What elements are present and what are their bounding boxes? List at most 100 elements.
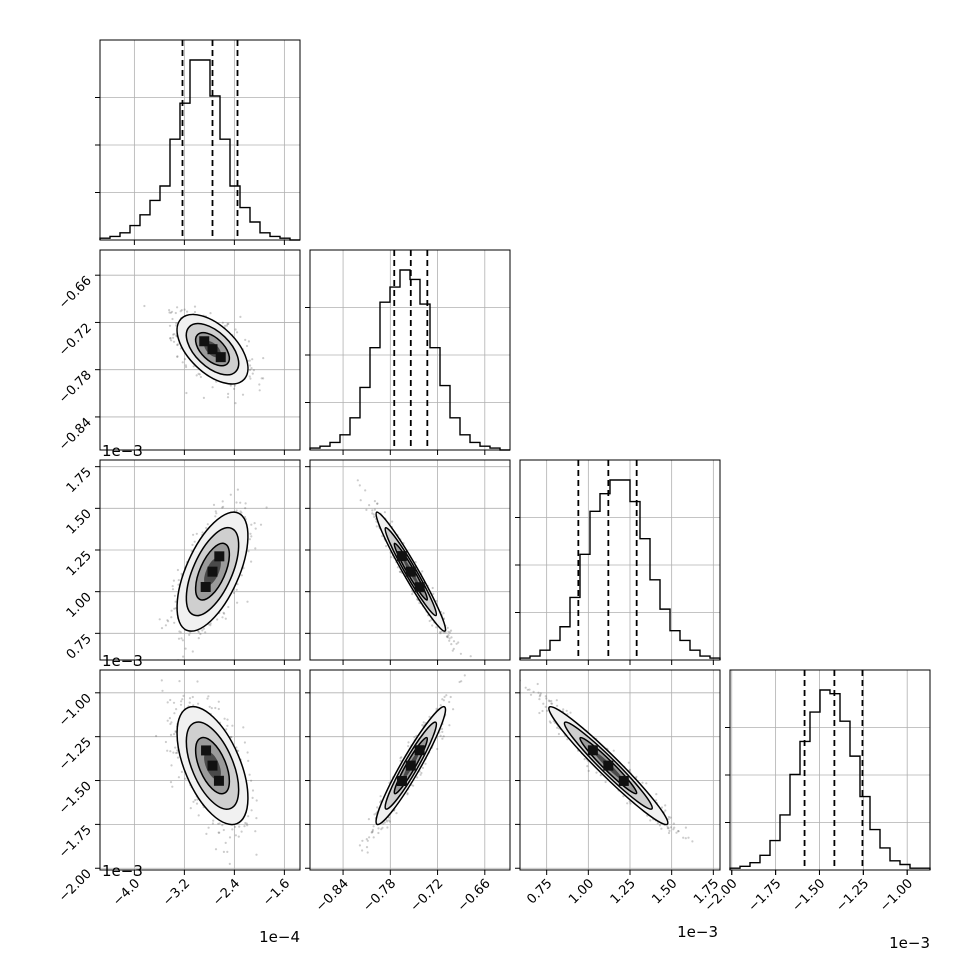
sample-point	[225, 324, 228, 327]
sample-point	[376, 806, 379, 809]
sample-point	[361, 839, 364, 842]
density-cell	[215, 352, 226, 363]
axes-frame	[99, 459, 301, 661]
sample-point	[242, 726, 245, 729]
sample-point	[255, 853, 258, 856]
sample-point	[176, 343, 179, 347]
sample-point	[199, 632, 202, 636]
sample-point	[168, 311, 171, 314]
sample-point	[432, 592, 435, 596]
sample-point	[143, 304, 146, 308]
scatter-panel-1-0	[99, 249, 301, 451]
sample-point	[195, 532, 198, 535]
density-cell	[405, 566, 416, 577]
axes-frame	[309, 669, 511, 871]
sample-point	[377, 827, 380, 830]
sample-point	[188, 633, 191, 637]
sample-point	[627, 761, 630, 764]
sample-point	[168, 324, 172, 327]
sample-point	[248, 538, 251, 541]
sample-point	[176, 306, 179, 309]
sample-point	[193, 310, 197, 314]
density-cell	[396, 551, 407, 562]
sample-point	[226, 850, 229, 854]
density-peak	[396, 551, 425, 593]
density-cell	[200, 581, 211, 592]
density-cell	[405, 760, 416, 771]
sample-point	[240, 511, 243, 514]
scatter-panel-2-1	[309, 459, 511, 661]
sample-point	[207, 826, 210, 829]
sample-point	[170, 721, 173, 724]
sample-point	[180, 309, 183, 312]
sample-point	[436, 747, 439, 751]
sample-point	[524, 686, 527, 689]
sample-point	[435, 626, 438, 629]
sample-point	[443, 695, 446, 699]
sample-point	[234, 402, 237, 405]
sample-point	[250, 523, 253, 526]
sample-point	[174, 600, 177, 603]
sample-point	[202, 396, 205, 399]
sample-point	[181, 698, 184, 701]
sample-point	[217, 822, 220, 825]
sample-point	[180, 637, 183, 640]
sample-point	[383, 821, 386, 824]
sample-point	[171, 785, 174, 788]
sample-point	[412, 784, 415, 787]
axes-frame	[729, 669, 931, 871]
sample-point	[195, 374, 198, 377]
sample-point	[258, 383, 261, 386]
histogram-step	[99, 59, 300, 241]
sample-point	[217, 707, 220, 711]
sample-point	[536, 682, 539, 686]
sample-point	[246, 600, 249, 603]
sample-point	[457, 641, 460, 644]
sample-point	[226, 396, 230, 399]
sample-point	[447, 634, 450, 637]
sample-point	[358, 844, 361, 847]
sample-point	[191, 650, 194, 653]
sample-point	[379, 795, 382, 798]
sample-point	[194, 798, 197, 802]
sample-point	[367, 818, 370, 821]
sample-point	[463, 674, 466, 677]
sample-point	[448, 637, 451, 640]
sample-point	[442, 612, 445, 615]
sample-point	[250, 809, 253, 812]
sample-point	[164, 624, 167, 627]
sample-point	[428, 619, 431, 623]
sample-point	[251, 372, 254, 375]
sample-point	[386, 826, 389, 829]
sample-point	[201, 531, 204, 534]
sample-point	[244, 502, 247, 505]
sample-point	[439, 734, 442, 737]
sample-point	[204, 631, 207, 634]
sample-point	[382, 822, 385, 825]
sample-point	[185, 391, 188, 395]
sample-point	[188, 697, 192, 700]
sample-point	[170, 616, 173, 619]
sample-point	[222, 828, 225, 832]
sample-point	[365, 838, 368, 841]
sample-point	[173, 607, 176, 610]
sample-point	[192, 533, 195, 536]
density-cell	[414, 745, 425, 756]
density-peak	[201, 745, 224, 786]
sample-point	[442, 735, 445, 738]
sample-point	[160, 627, 164, 630]
sample-point	[439, 631, 442, 634]
sample-point	[172, 336, 175, 339]
sample-point	[166, 749, 169, 752]
sample-point	[188, 701, 191, 704]
sample-point	[214, 848, 218, 851]
sample-point	[173, 621, 176, 624]
sample-point	[371, 512, 374, 515]
histogram-panel-0	[95, 39, 301, 245]
sample-point	[245, 822, 248, 825]
density-cell	[201, 745, 212, 756]
sample-point	[439, 632, 442, 635]
sample-point	[222, 850, 225, 854]
sample-point	[246, 751, 249, 754]
sample-point	[223, 717, 226, 720]
